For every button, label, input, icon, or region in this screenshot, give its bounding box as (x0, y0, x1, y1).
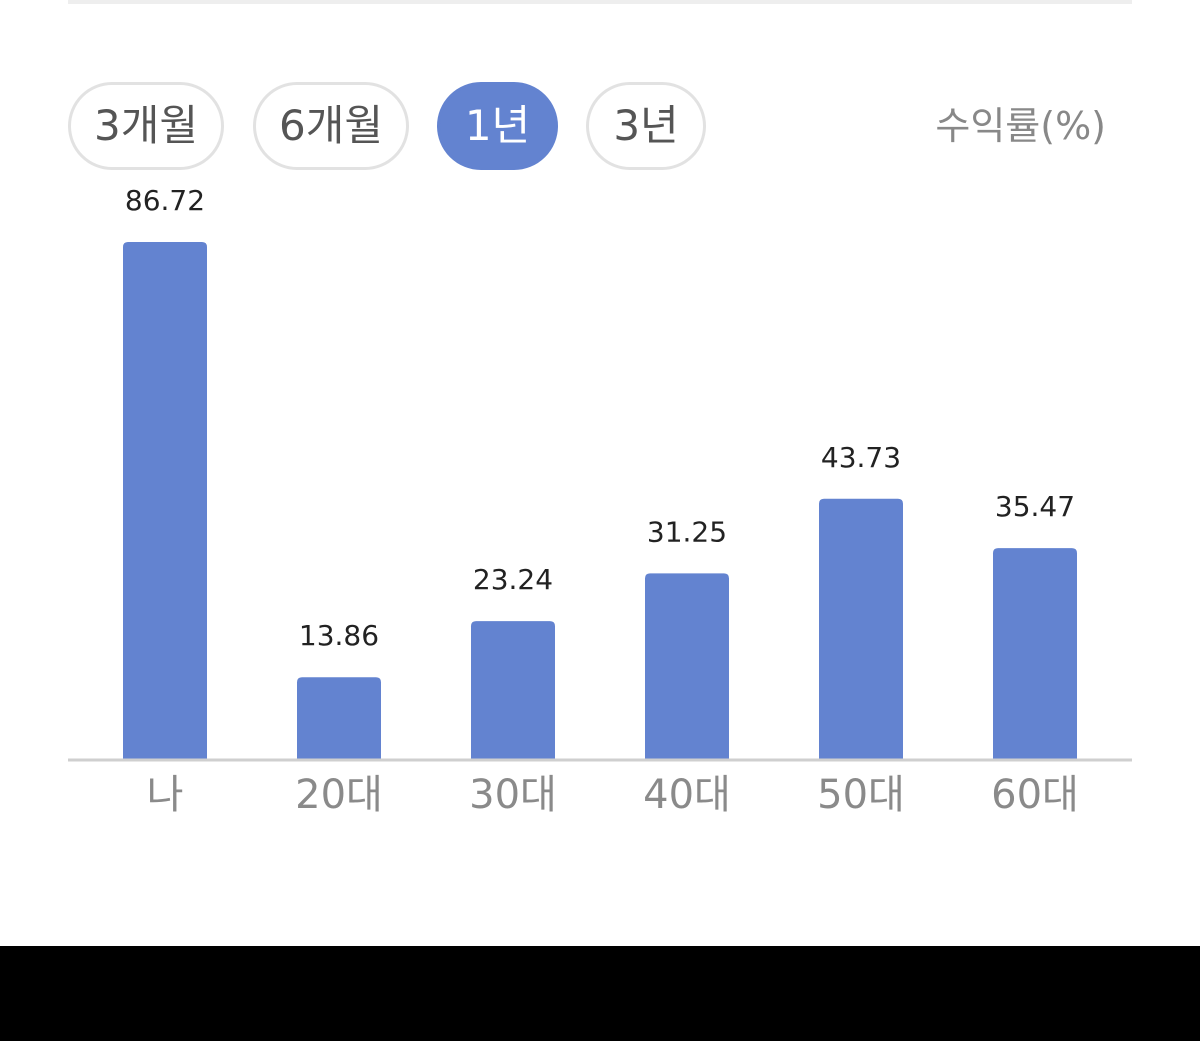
bar-2 (471, 621, 555, 760)
bar-value-label: 43.73 (821, 441, 901, 474)
category-label: 30대 (469, 772, 557, 818)
category-label: 50대 (817, 772, 905, 818)
tab-6-months[interactable]: 6개월 (253, 82, 409, 170)
bar-value-label: 23.24 (473, 563, 553, 596)
bar-0 (123, 242, 207, 760)
category-label: 20대 (295, 772, 383, 818)
top-divider (68, 0, 1132, 4)
category-label: 40대 (643, 772, 731, 818)
unit-label: 수익률(%) (935, 104, 1106, 148)
bar-4 (819, 498, 903, 760)
bar-value-label: 35.47 (995, 490, 1075, 523)
bar-value-label: 86.72 (125, 184, 205, 217)
bottom-system-bar (0, 946, 1200, 1041)
bar-5 (993, 548, 1077, 760)
bar-value-label: 13.86 (299, 619, 379, 652)
tab-3-years[interactable]: 3년 (586, 82, 706, 170)
bar-3 (645, 573, 729, 760)
tab-1-year[interactable]: 1년 (437, 82, 558, 170)
labels-layer: 86.72 나 13.86 20대 23.24 30대 31.25 40대 43.73 50대 35… (125, 184, 1079, 818)
tab-3-months[interactable]: 3개월 (68, 82, 224, 170)
bars-layer (123, 242, 1077, 760)
returns-bar-chart: 86.72 나 13.86 20대 23.24 30대 31.25 40대 43.73 50대 35… (68, 184, 1132, 818)
bar-value-label: 31.25 (647, 515, 727, 548)
category-label: 60대 (991, 772, 1079, 818)
category-label: 나 (147, 772, 184, 818)
bar-1 (297, 677, 381, 760)
